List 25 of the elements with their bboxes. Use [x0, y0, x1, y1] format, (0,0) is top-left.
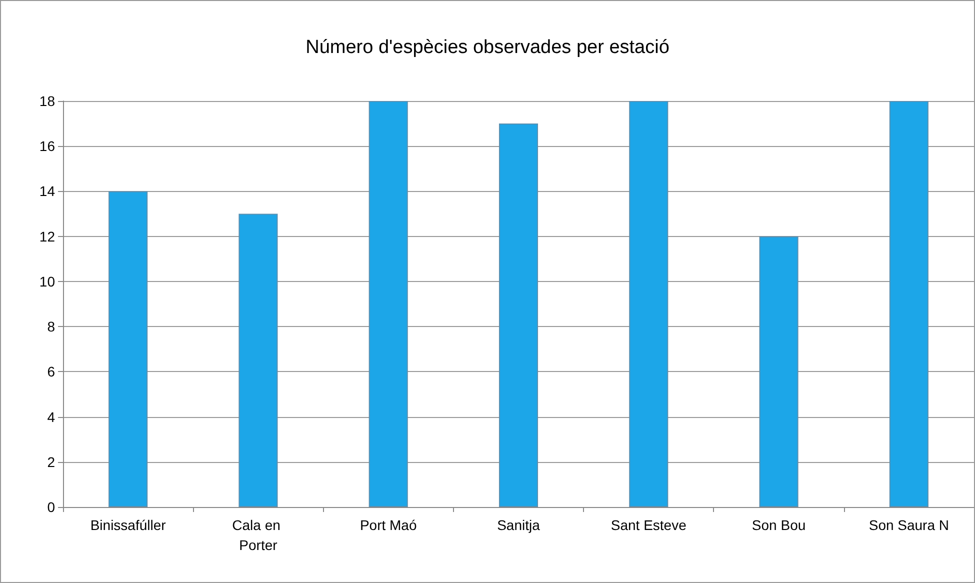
- y-tick-label: 4: [47, 408, 56, 425]
- chart-title: Número d'espècies observades per estació: [306, 37, 670, 58]
- y-tick-label: 16: [39, 138, 56, 154]
- bar: [759, 236, 798, 507]
- x-tick-label: Binissafúller: [90, 517, 166, 533]
- x-tick-label: Sanitja: [497, 517, 540, 533]
- y-tick-label: 0: [47, 499, 56, 515]
- x-tick-label: Son Saura N: [868, 517, 950, 533]
- y-tick-label: 6: [47, 364, 56, 380]
- bar: [889, 101, 928, 507]
- y-tick-label: 8: [47, 318, 56, 335]
- y-tick-label: 12: [39, 228, 56, 244]
- bar: [498, 124, 538, 507]
- bar: [368, 101, 408, 507]
- x-tick-label: Port Maó: [360, 517, 417, 533]
- x-tick-label: Son Bou: [752, 517, 806, 533]
- y-tick-label: 14: [39, 183, 56, 200]
- bar: [238, 214, 278, 507]
- x-tick-label: Sant Esteve: [610, 517, 687, 533]
- x-tick-label: Cala en Porter: [232, 517, 284, 553]
- y-tick-label: 2: [47, 454, 56, 470]
- y-tick-label: 18: [39, 93, 56, 109]
- bar: [108, 191, 148, 507]
- y-tick-label: 10: [39, 273, 56, 290]
- bar: [629, 101, 668, 507]
